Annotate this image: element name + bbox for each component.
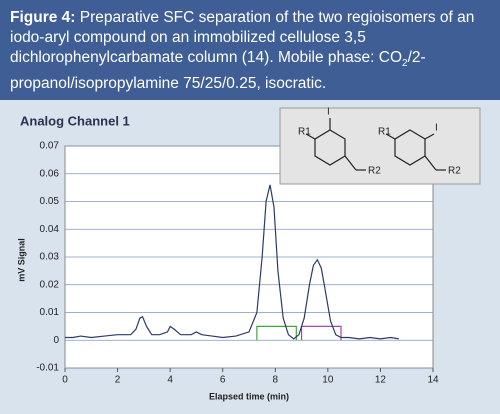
x-tick-label: 10 xyxy=(322,375,334,386)
y-tick-label: 0 xyxy=(53,335,59,346)
y-tick-label: 0.04 xyxy=(40,224,60,235)
y-tick-label: 0.02 xyxy=(40,279,60,290)
y-tick-label: 0.07 xyxy=(40,141,60,152)
structure-label: R2 xyxy=(448,166,461,177)
y-tick-label: 0.01 xyxy=(40,307,60,318)
structure-label: R1 xyxy=(378,127,391,138)
caption-text: Preparative SFC separation of the two re… xyxy=(10,9,475,66)
x-tick-label: 14 xyxy=(427,375,439,386)
structure-label: I xyxy=(327,107,330,118)
x-tick-label: 0 xyxy=(62,375,68,386)
caption-label: Figure 4: xyxy=(10,9,76,26)
integration-region xyxy=(256,325,297,341)
inset-box xyxy=(279,107,481,185)
integration-region xyxy=(300,325,342,341)
y-axis-label: mV Signal xyxy=(16,238,26,282)
caption-subscript: 2 xyxy=(402,58,408,70)
x-tick-label: 2 xyxy=(115,375,121,386)
x-tick-label: 8 xyxy=(273,375,279,386)
chart-title: Analog Channel 1 xyxy=(20,113,130,128)
chart: Analog Channel 1 mV Signal Elapsed time … xyxy=(16,107,481,401)
structure-label: R2 xyxy=(368,166,381,177)
x-tick-label: 4 xyxy=(167,375,173,386)
y-tick-label: 0.05 xyxy=(40,196,60,207)
caption: Figure 4: Preparative SFC separation of … xyxy=(0,0,500,100)
y-tick-label: 0.06 xyxy=(40,168,60,179)
x-tick-label: 12 xyxy=(375,375,387,386)
structure-inset: R1 I R2 R1 I R2 xyxy=(279,107,481,185)
trace-line xyxy=(65,184,399,340)
y-tick-label: 0.03 xyxy=(40,252,60,263)
x-axis-label: Elapsed time (min) xyxy=(209,391,289,401)
x-tick-label: 6 xyxy=(220,375,226,386)
y-tick-label: -0.01 xyxy=(36,363,59,374)
structure-drawing xyxy=(305,118,446,171)
caption-text: /2-propanol/isopropylamine 75/25/0.25, i… xyxy=(10,49,426,93)
structure-label: I xyxy=(435,123,438,134)
structure-label: R1 xyxy=(298,127,311,138)
